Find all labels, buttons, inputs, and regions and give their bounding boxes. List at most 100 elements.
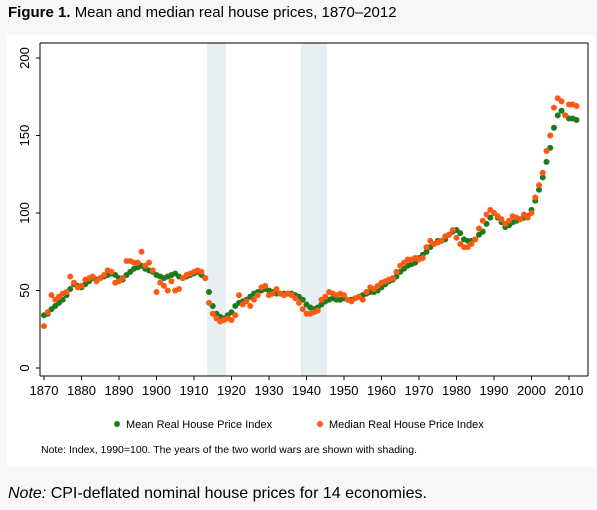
x-tick-label-1910: 1910 <box>180 383 209 398</box>
axes-layer: 0 50 100 150 200 1870 1880 1890 1900 1910 1920 1930… <box>17 42 589 398</box>
legend-layer: Mean Real House Price Index Median Real H… <box>114 419 484 431</box>
median-point-1971 <box>419 254 426 261</box>
median-point-1979 <box>449 227 456 234</box>
median-point-1895 <box>134 259 141 266</box>
median-point-1963 <box>389 275 396 282</box>
x-tick-label-1990: 1990 <box>480 383 509 398</box>
median-point-1888 <box>108 268 115 275</box>
median-point-2002 <box>536 182 542 189</box>
median-point-2004 <box>543 148 550 154</box>
x-tick-label-1970: 1970 <box>405 383 434 398</box>
median-point-1945 <box>322 293 329 300</box>
war-shading-1 <box>207 43 226 376</box>
legend-marker-median <box>317 421 323 427</box>
median-point-1922 <box>236 292 242 299</box>
x-tick-label-2010: 2010 <box>555 383 584 398</box>
median-point-2000 <box>528 210 535 216</box>
mean-point-2012 <box>573 117 580 123</box>
mean-point-1972 <box>423 248 430 255</box>
x-tick-label-1960: 1960 <box>367 383 396 398</box>
median-point-1988 <box>483 211 490 218</box>
legend-marker-mean <box>114 421 120 427</box>
median-point-1883 <box>89 273 96 280</box>
median-point-1987 <box>479 217 486 224</box>
median-point-1872 <box>48 292 55 299</box>
median-point-1898 <box>146 259 152 266</box>
median-point-1937 <box>292 295 299 302</box>
median-point-1938 <box>296 299 302 306</box>
median-point-1912 <box>198 268 205 275</box>
median-point-1899 <box>149 267 156 274</box>
median-point-1924 <box>243 298 250 305</box>
median-point-1980 <box>453 234 460 241</box>
median-point-1956 <box>363 289 370 296</box>
median-point-2009 <box>562 112 569 119</box>
median-point-1927 <box>254 292 261 299</box>
median-point-1876 <box>63 289 70 296</box>
x-tick-label-1900: 1900 <box>142 383 171 398</box>
median-point-1896 <box>138 248 145 255</box>
war-shading-layer <box>207 43 328 376</box>
figure-title: Figure 1. Mean and median real house pri… <box>8 4 397 21</box>
house-price-chart: 0 50 100 150 200 1870 1880 1890 1900 1910 1920 1930… <box>17 42 589 456</box>
median-point-1925 <box>247 303 254 309</box>
figure-title-text: Mean and median real house prices, 1870–… <box>74 4 397 21</box>
median-point-1880 <box>78 282 85 289</box>
x-tick-label-2000: 2000 <box>517 383 546 398</box>
median-point-1984 <box>468 241 475 247</box>
x-tick-label-1880: 1880 <box>67 383 96 398</box>
median-point-1913 <box>202 275 209 282</box>
median-point-1932 <box>273 285 280 292</box>
median-point-1999 <box>524 214 531 221</box>
data-points-layer <box>41 95 580 330</box>
mean-point-2006 <box>551 124 557 131</box>
median-point-1978 <box>446 231 452 238</box>
median-point-2005 <box>547 132 554 139</box>
bottom-note: Note: CPI-deflated nominal house prices … <box>8 485 427 503</box>
median-point-1886 <box>101 272 107 278</box>
median-point-1997 <box>517 216 524 223</box>
legend-label-median: Median Real House Price Index <box>329 419 484 431</box>
x-tick-label-1870: 1870 <box>30 383 59 398</box>
war-shading-2 <box>300 43 328 376</box>
median-point-1920 <box>228 316 235 323</box>
mean-point-2002 <box>536 186 542 193</box>
median-point-1931 <box>269 290 276 297</box>
median-point-1926 <box>251 296 257 303</box>
median-point-1877 <box>67 273 74 280</box>
median-point-1964 <box>393 268 400 275</box>
mean-point-2003 <box>539 174 546 181</box>
median-point-1904 <box>168 278 175 285</box>
mean-point-2007 <box>554 112 561 119</box>
median-point-2006 <box>551 104 557 111</box>
median-point-1986 <box>476 225 482 232</box>
median-point-1902 <box>161 282 167 289</box>
y-tick-label-0: 0 <box>17 364 32 371</box>
median-point-2012 <box>573 103 580 110</box>
bottom-note-text: CPI-deflated nominal house prices for 14… <box>50 485 427 502</box>
x-tick-label-1950: 1950 <box>330 383 359 398</box>
mean-point-1981 <box>457 230 464 237</box>
median-point-1870 <box>41 323 47 330</box>
chart-note: Note: Index, 1990=100. The years of the … <box>41 444 417 456</box>
mean-point-1914 <box>206 289 212 296</box>
median-point-1929 <box>262 282 269 289</box>
x-tick-label-1890: 1890 <box>105 383 134 398</box>
median-point-1939 <box>299 306 306 313</box>
median-point-1976 <box>438 237 445 244</box>
bottom-note-label: Note: <box>8 485 47 502</box>
median-point-1972 <box>423 244 430 251</box>
median-point-1992 <box>498 216 505 223</box>
median-point-1891 <box>119 275 126 282</box>
median-point-1878 <box>71 279 77 286</box>
median-point-1985 <box>472 236 479 243</box>
median-point-1994 <box>506 217 512 224</box>
median-point-1903 <box>164 287 171 294</box>
y-tick-label-100: 100 <box>17 202 32 224</box>
figure-title-label: Figure 1. <box>8 4 71 21</box>
median-point-1943 <box>314 307 321 314</box>
chart-panel: 0 50 100 150 200 1870 1880 1890 1900 1910 1920 1930… <box>7 35 595 467</box>
y-tick-label-150: 150 <box>17 125 32 147</box>
median-point-1915 <box>209 310 216 317</box>
median-point-1950 <box>341 292 347 299</box>
